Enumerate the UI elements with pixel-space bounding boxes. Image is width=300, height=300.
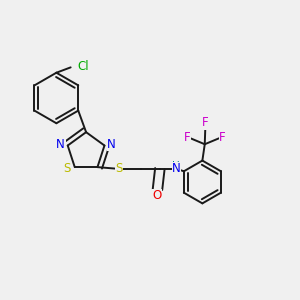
Text: F: F <box>184 130 190 144</box>
Text: N: N <box>56 138 65 151</box>
Text: N: N <box>107 138 116 151</box>
Text: N: N <box>172 162 181 176</box>
Text: O: O <box>152 189 161 203</box>
Text: S: S <box>63 161 71 175</box>
Text: F: F <box>202 116 209 129</box>
Text: F: F <box>219 130 226 144</box>
Text: Cl: Cl <box>77 60 89 73</box>
Text: H: H <box>172 160 180 171</box>
Text: S: S <box>115 162 122 175</box>
